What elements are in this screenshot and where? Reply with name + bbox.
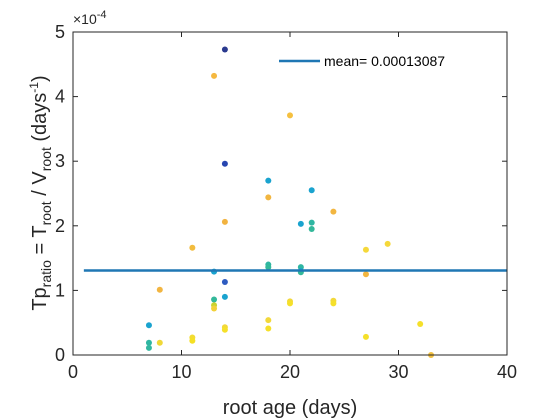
data-point bbox=[221, 160, 228, 167]
data-point bbox=[145, 339, 152, 346]
data-point bbox=[308, 226, 315, 233]
data-point bbox=[265, 264, 272, 271]
legend: mean= 0.00013087 bbox=[279, 53, 445, 69]
data-points bbox=[145, 46, 435, 358]
data-point bbox=[221, 218, 228, 225]
data-point bbox=[221, 293, 228, 300]
x-tick-label: 0 bbox=[68, 362, 78, 382]
data-point bbox=[211, 305, 218, 312]
data-point bbox=[287, 300, 293, 307]
data-point bbox=[308, 187, 315, 194]
data-point bbox=[330, 208, 337, 215]
data-point bbox=[362, 333, 369, 340]
data-point bbox=[189, 244, 196, 251]
data-point bbox=[308, 219, 315, 226]
data-point bbox=[330, 300, 337, 307]
x-tick-label: 20 bbox=[280, 362, 300, 382]
y-tick-label: 2 bbox=[55, 216, 65, 236]
x-axis-label: root age (days) bbox=[223, 397, 358, 419]
data-point bbox=[156, 286, 163, 293]
data-point bbox=[265, 317, 272, 324]
axes-box bbox=[72, 31, 508, 356]
data-point bbox=[417, 320, 424, 327]
data-point bbox=[265, 194, 272, 201]
x-tick-label: 10 bbox=[171, 362, 191, 382]
data-point bbox=[221, 326, 228, 333]
y-tick-label: 0 bbox=[55, 345, 65, 365]
data-point bbox=[211, 72, 218, 79]
data-point bbox=[287, 112, 293, 119]
data-point bbox=[156, 339, 163, 346]
axis-ticks: 0 10 20 30 40 0 1 2 3 4 5 bbox=[55, 22, 517, 382]
data-point bbox=[189, 337, 196, 344]
y-tick-label: 4 bbox=[55, 87, 65, 107]
data-point bbox=[221, 279, 228, 286]
data-point bbox=[362, 246, 369, 253]
data-point bbox=[384, 240, 391, 247]
data-point bbox=[145, 322, 152, 329]
data-point bbox=[145, 344, 152, 351]
y-tick-label: 3 bbox=[55, 151, 65, 171]
legend-label: mean= 0.00013087 bbox=[324, 53, 445, 69]
y-exponent: ×10-4 bbox=[73, 9, 107, 27]
y-tick-label: 1 bbox=[55, 280, 65, 300]
data-point bbox=[362, 271, 369, 278]
y-axis-label: Tpratio = Troot / Vroot (days-1) bbox=[27, 75, 54, 310]
data-point bbox=[221, 46, 228, 53]
data-point bbox=[265, 177, 272, 184]
y-tick-label: 5 bbox=[55, 22, 65, 42]
x-tick-label: 40 bbox=[497, 362, 517, 382]
data-point bbox=[211, 296, 218, 303]
data-point bbox=[265, 325, 272, 332]
data-point bbox=[297, 220, 304, 227]
x-tick-label: 30 bbox=[388, 362, 408, 382]
